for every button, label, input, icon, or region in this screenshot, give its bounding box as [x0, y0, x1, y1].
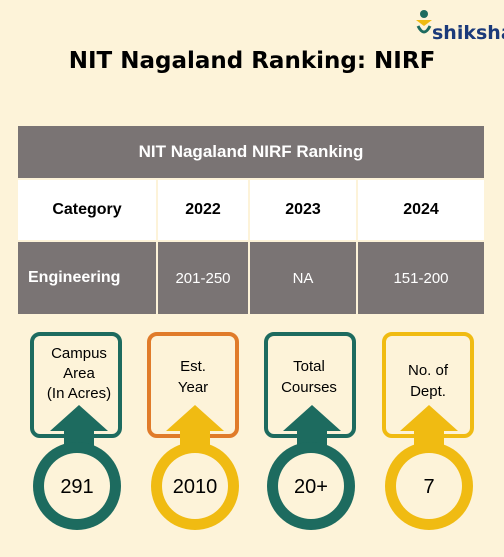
stat-label-line: Total — [293, 358, 325, 375]
stat-label-line: Area — [63, 365, 95, 382]
stat-total-courses: Total Courses 20+ — [264, 332, 356, 530]
cell-category: Engineering — [18, 242, 158, 314]
stat-departments: No. of Dept. 7 — [382, 332, 474, 530]
col-2022: 2022 — [158, 180, 250, 240]
brand-name: shiksha — [432, 22, 504, 44]
cell-2024: 151-200 — [393, 269, 449, 287]
table-row: Engineering 201-250 NA 151-200 — [18, 242, 484, 314]
stat-label-line: (In Acres) — [47, 385, 111, 402]
stat-est-year: Est. Year 2010 — [147, 332, 239, 530]
page-title: NIT Nagaland Ranking: NIRF — [68, 48, 436, 74]
table-column-headers: Category 2022 2023 2024 — [18, 180, 484, 242]
cell-2022: 201-250 — [158, 242, 250, 314]
shiksha-logo-icon — [416, 10, 432, 34]
stat-label-line: Year — [178, 379, 208, 396]
stat-value: 2010 — [173, 476, 218, 498]
stat-label-line: Dept. — [410, 383, 446, 400]
cell-2023: NA — [250, 242, 358, 314]
stat-label-line: Est. — [180, 358, 206, 375]
col-category: Category — [18, 180, 158, 240]
stat-value: 291 — [60, 476, 93, 498]
stat-campus-area: Campus Area (In Acres) 291 — [30, 332, 122, 530]
col-2024: 2024 — [403, 201, 439, 218]
stat-label-line: Courses — [281, 379, 337, 396]
col-2023: 2023 — [250, 180, 358, 240]
stat-label-line: Campus — [51, 345, 107, 362]
stat-label-line: No. of — [408, 362, 449, 379]
table-header: NIT Nagaland NIRF Ranking — [18, 126, 484, 180]
stat-value: 20+ — [294, 476, 328, 498]
ranking-table: NIT Nagaland NIRF Ranking Category 2022 … — [18, 126, 484, 314]
stat-value: 7 — [423, 476, 434, 498]
stats-graphic: Campus Area (In Acres) 291 Est. Year 201… — [30, 332, 474, 530]
